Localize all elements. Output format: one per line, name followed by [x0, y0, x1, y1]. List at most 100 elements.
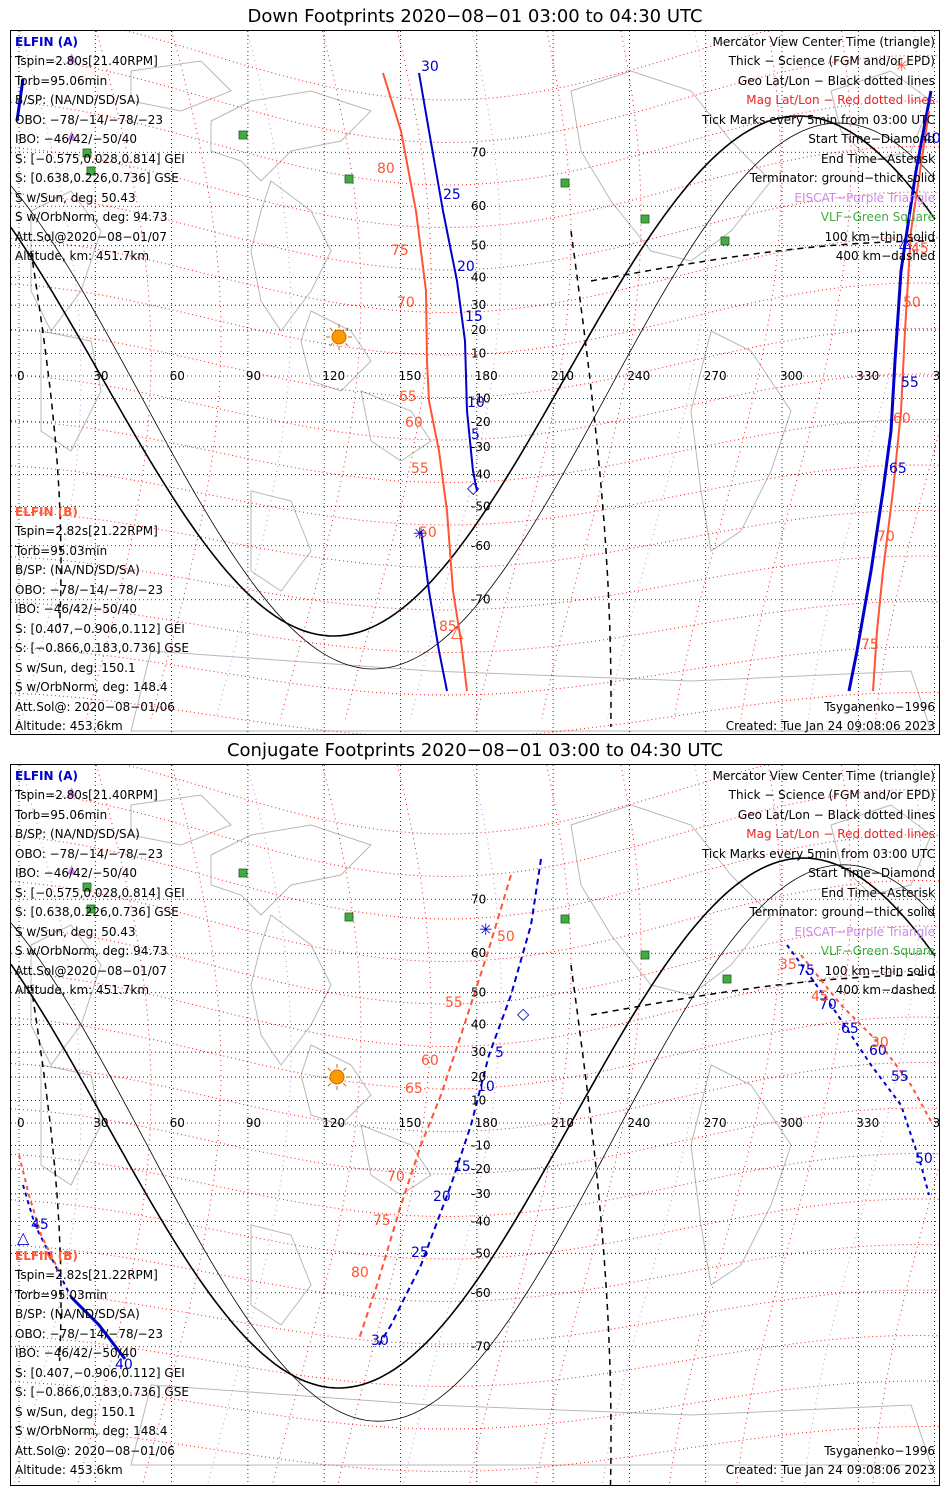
- elfin-a-tspin: Tspin=2.80s[21.40RPM]: [15, 54, 158, 68]
- mag-longitude-line: [535, 765, 642, 1485]
- latitude-label: 10: [471, 346, 486, 360]
- mag-latitude-line: [11, 1061, 939, 1133]
- elfin-a-name: ELFIN (A): [15, 35, 78, 49]
- vlf-station-square: [640, 214, 650, 224]
- vlf-station-square: [238, 868, 248, 878]
- longitude-label: 210: [551, 369, 574, 383]
- latitude-label: -20: [471, 1162, 491, 1176]
- legend-vlf: VLF−Green Square: [820, 210, 935, 224]
- coastline: [250, 490, 312, 592]
- latitude-label: 30: [471, 1045, 486, 1059]
- latitude-label: -50: [471, 499, 491, 513]
- sun-ray: [345, 327, 349, 331]
- start-diamond-icon: ◇: [517, 1004, 530, 1023]
- tick-label-b: 85: [439, 619, 457, 635]
- center-triangle-icon: △: [451, 622, 464, 641]
- coastline: [130, 794, 232, 846]
- tick-label-b: 45: [911, 241, 929, 257]
- mag-longitude-line: [673, 31, 782, 720]
- longitude-label: 180: [475, 369, 498, 383]
- tick-label-b: 70: [397, 295, 415, 311]
- legend-mag: Mag Lat/Lon − Red dotted lines: [746, 93, 935, 107]
- mag-latitude-line: [11, 509, 939, 569]
- latitude-label: 60: [471, 946, 486, 960]
- map-canvas: 3025201510540556580757065605550854550607…: [11, 31, 939, 734]
- longitude-label: 300: [780, 1116, 803, 1130]
- elfin-a-s-gei: S: [−0.575,0.028,0.814] GEI: [15, 886, 185, 900]
- elfin-a-attsol: Att.Sol@2020−08−01/07: [15, 230, 168, 244]
- coastline: [130, 60, 232, 112]
- mag-latitude-line: [11, 373, 939, 441]
- elfin-b-ibo: IBO: −46/42/−50/40: [15, 602, 137, 616]
- terminator-100km: [11, 122, 936, 670]
- coastline: [360, 390, 432, 462]
- mag-longitude-line: [607, 31, 712, 720]
- elfin-a-ibo: IBO: −46/42/−50/40: [15, 132, 137, 146]
- tick-label-b: 75: [391, 243, 409, 259]
- sun-disk: [329, 1069, 345, 1085]
- longitude-label: 270: [704, 1116, 727, 1130]
- mag-longitude-line: [804, 765, 922, 1485]
- elfin-a-conjugate-west: [69, 1295, 127, 1360]
- latitude-label: -20: [471, 415, 491, 429]
- elfin-b-tspin: Tspin=2.82s[21.22RPM]: [15, 1268, 158, 1282]
- elfin-a-torb: Torb=95.06min: [15, 74, 108, 88]
- legend-geo: Geo Lat/Lon − Black dotted lines: [737, 74, 935, 88]
- elfin-a-orbnorm: S w/OrbNorm, deg: 94.73: [15, 210, 168, 224]
- grid-labels: 0 30 60 90 120 150 180 210 240 270 300 330 360 70 60 50…: [17, 145, 939, 606]
- longitude-label: 240: [627, 1116, 650, 1130]
- tick-label-a: 40: [923, 131, 939, 147]
- elfin-b-tspin: Tspin=2.82s[21.22RPM]: [15, 524, 158, 538]
- legend-eiscat: EISCAT−Purple Triangle: [794, 191, 935, 205]
- tick-label-b: 80: [377, 161, 395, 177]
- legend-400km: 400 km−dashed: [835, 249, 935, 263]
- tick-label-a: 15: [465, 309, 483, 325]
- mag-latitude-line: [11, 925, 939, 1005]
- vlf-station-square: [720, 236, 730, 246]
- elfin-a-ibo: IBO: −46/42/−50/40: [15, 866, 137, 880]
- coastline: [300, 1044, 372, 1126]
- sun-ray: [327, 1067, 331, 1071]
- legend-ticks: Tick Marks every 5min from 03:00 UTC: [701, 847, 935, 861]
- mag-latitude-line: [11, 327, 939, 399]
- longitude-label: 150: [399, 1116, 422, 1130]
- mag-longitude-line: [272, 765, 362, 1485]
- elfin-b-s-gei: S: [0.407,−0.906,0.112] GEI: [15, 1366, 185, 1380]
- vlf-station-square: [86, 904, 96, 914]
- mag-latitude-line: [11, 282, 939, 356]
- legend-start: Start Time−Diamond: [808, 132, 935, 146]
- panel-title: Down Footprints 2020−08−01 03:00 to 04:3…: [247, 6, 703, 27]
- elfin-b-torb: Torb=95.03min: [15, 1288, 108, 1302]
- sun-ray: [329, 327, 333, 331]
- legend-mercator: Mercator View Center Time (triangle): [712, 769, 935, 783]
- sun-ray: [329, 343, 333, 347]
- longitude-label: 120: [322, 369, 345, 383]
- longitude-label: 240: [627, 369, 650, 383]
- coastline: [690, 330, 792, 552]
- elfin-a-track: [418, 72, 478, 492]
- terminator-400km: [30, 984, 62, 1362]
- elfin-b-sun: S w/Sun, deg: 150.1: [15, 661, 136, 675]
- legend-end: End Time−Asterisk: [820, 152, 935, 166]
- longitude-label: 0: [17, 1116, 25, 1130]
- elfin-b-orbnorm: S w/OrbNorm, deg: 148.4: [15, 680, 168, 694]
- tick-label-a: 20: [433, 1189, 451, 1205]
- mag-longitude-line: [77, 765, 152, 1485]
- elfin-a-sun: S w/Sun, deg: 50.43: [15, 191, 136, 205]
- latitude-label: -60: [471, 539, 491, 553]
- terminator-ground: [11, 857, 936, 1389]
- elfin-a-obo: OBO: −78/−14/−78/−23: [15, 113, 163, 127]
- longitude-label: 120: [322, 1116, 345, 1130]
- coastline: [250, 180, 332, 332]
- mag-grid: [11, 31, 939, 734]
- mag-latitude-line: [11, 236, 939, 314]
- legend-geo: Geo Lat/Lon − Black dotted lines: [737, 808, 935, 822]
- legend-100km: 100 km−thin solid: [824, 964, 935, 978]
- elfin-b-conjugate-west-dash: [18, 1154, 62, 1276]
- tick-label-b: 65: [405, 1081, 423, 1097]
- tick-label-a: 50: [915, 1151, 933, 1167]
- mag-latitude-line: [11, 1198, 939, 1260]
- tick-label-a: 45: [31, 1217, 49, 1233]
- coastline: [250, 1224, 312, 1326]
- center-triangle-icon: △: [17, 1228, 30, 1247]
